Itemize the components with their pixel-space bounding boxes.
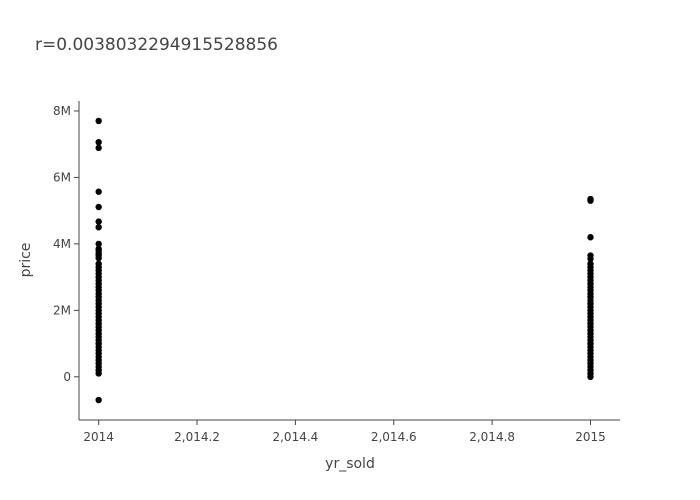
x-tick-label: 2014 (83, 430, 114, 444)
scatter-point (587, 373, 594, 380)
x-tick-label: 2,014.4 (272, 430, 318, 444)
scatter-points (95, 117, 594, 404)
chart-title: r=0.003803229491552885​6 (35, 35, 278, 55)
y-axis-label: price (18, 243, 34, 278)
scatter-point (95, 254, 102, 262)
x-ticks: 2014 2,014.2 2,014.4 2,014.6 2,014.8 2015 (83, 420, 606, 444)
x-tick-label: 2,014.8 (469, 430, 515, 444)
x-tick-label: 2015 (575, 430, 606, 444)
scatter-point (95, 139, 102, 146)
scatter-point (587, 197, 594, 204)
y-ticks: 0 2M 4M 6M 8M (53, 104, 79, 384)
scatter-point (95, 218, 102, 225)
scatter-point (587, 255, 594, 263)
x-tick-label: 2,014.6 (371, 430, 417, 444)
scatter-point (95, 370, 102, 377)
scatter-point (95, 144, 102, 152)
y-tick-label: 4M (53, 237, 71, 251)
y-tick-label: 0 (63, 370, 71, 384)
scatter-point (95, 396, 102, 404)
scatter-point (95, 203, 102, 211)
y-tick-label: 2M (53, 303, 71, 317)
scatter-point (587, 234, 594, 241)
x-tick-label: 2,014.2 (174, 430, 220, 444)
scatter-point (95, 224, 102, 231)
scatter-point (95, 188, 102, 195)
scatter-point (95, 240, 102, 248)
x-axis-label: yr_sold (325, 456, 375, 472)
y-tick-label: 8M (53, 104, 71, 118)
scatter-point (95, 117, 102, 125)
y-tick-label: 6M (53, 170, 71, 184)
